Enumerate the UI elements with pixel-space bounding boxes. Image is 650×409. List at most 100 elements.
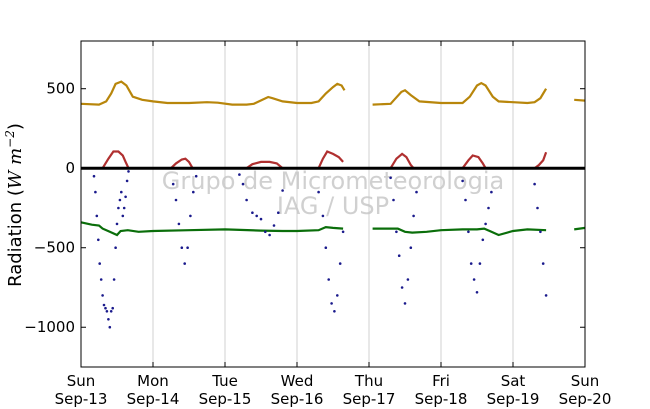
y-tick-label-3: −1000 (24, 318, 75, 336)
series-net_shortwave_scatter-point-0-22 (124, 195, 127, 199)
series-outgoing_longwave-segment-1 (372, 227, 547, 237)
series-net_shortwave_scatter-point-1-15 (475, 291, 479, 294)
series-incoming_longwave (80, 80, 586, 106)
series-net_shortwave_reflected-segment-0 (81, 150, 344, 170)
series-net_shortwave_scatter-point-1-17 (481, 238, 485, 242)
series-net_shortwave_scatter-point-0-34 (238, 173, 241, 176)
x-tick-date-4: Sep-17 (343, 390, 396, 408)
series-net_shortwave_scatter-point-1-4 (400, 286, 404, 289)
series-incoming_longwave-segment-1 (372, 81, 548, 106)
x-tick-day-4: Thu (354, 372, 383, 390)
series-net_shortwave_scatter-point-0-20 (121, 214, 125, 218)
series-net_shortwave_scatter-point-0-18 (118, 198, 122, 202)
series-net_shortwave_scatter-point-0-24 (127, 170, 130, 173)
series-net_shortwave_scatter-point-0-37 (251, 211, 254, 214)
series-net_shortwave_scatter-point-0-32 (192, 190, 195, 194)
series-net_shortwave_scatter-point-0-31 (189, 214, 192, 218)
series-outgoing_longwave-segment-2 (574, 226, 586, 231)
series-net_shortwave_scatter-point-0-1 (94, 190, 97, 194)
series-net_shortwave_scatter-point-0-27 (177, 222, 181, 226)
series-net_shortwave_scatter-point-0-40 (264, 230, 267, 234)
series-net_shortwave_scatter-point-0-23 (125, 179, 129, 183)
series-net_shortwave_scatter-point-0-43 (277, 211, 280, 214)
series-net_shortwave_scatter-point-0-2 (95, 214, 99, 218)
watermark-line-2: IAG / USP (277, 192, 389, 220)
series-net_shortwave_scatter-point-1-11 (464, 198, 467, 202)
y-axis-label-close: ) (5, 123, 26, 130)
series-net_shortwave_scatter-point-1-14 (472, 278, 476, 281)
x-tick-day-2: Tue (211, 372, 238, 390)
series-net_shortwave_scatter-point-1-9 (415, 190, 418, 194)
series-net_shortwave_scatter-point-1-18 (484, 222, 487, 226)
series-net_shortwave_scatter-point-0-8 (104, 306, 107, 310)
x-tick-date-6: Sep-19 (487, 390, 540, 408)
data-series (80, 80, 586, 329)
series-net_shortwave_scatter-point-0-29 (183, 262, 186, 265)
series-net_shortwave_scatter-point-0-46 (321, 214, 325, 218)
y-tick-label-1: 0 (65, 159, 75, 177)
series-net_shortwave_scatter-point-1-23 (539, 230, 542, 234)
watermark-line-1: Grupo de Micrometeorologia (162, 167, 504, 195)
x-tick-day-6: Sat (501, 372, 526, 390)
series-net_shortwave_scatter-point-0-36 (245, 198, 248, 202)
x-tick-date-0: Sep-13 (55, 390, 108, 408)
x-tick-day-0: Sun (67, 372, 96, 390)
series-net_shortwave_scatter-point-1-24 (541, 262, 545, 265)
series-net_shortwave_scatter-point-1-20 (490, 190, 493, 194)
series-net_shortwave_scatter-point-0-5 (99, 278, 103, 281)
series-net_shortwave_scatter-point-0-0 (92, 174, 96, 178)
series-net_shortwave_scatter-point-0-41 (268, 233, 271, 237)
series-net_shortwave_scatter-point-1-0 (389, 176, 392, 180)
y-axis-label-unit: W m (5, 148, 26, 189)
series-net_shortwave_scatter-point-1-3 (397, 254, 401, 257)
series-net_shortwave_scatter-point-1-13 (469, 262, 473, 265)
series-net_shortwave_scatter-point-0-44 (281, 189, 284, 192)
series-net_shortwave_scatter-point-1-16 (478, 262, 482, 265)
series-net_shortwave_reflected-segment-1 (372, 151, 548, 170)
x-tick-date-7: Sep-20 (559, 390, 612, 408)
series-net_shortwave_scatter-point-0-28 (180, 246, 184, 249)
series-net_shortwave_scatter-point-1-5 (403, 302, 407, 305)
x-tick-day-5: Fri (432, 372, 450, 390)
series-net_shortwave_scatter-point-0-52 (338, 262, 342, 265)
series-net_shortwave_scatter-point-0-9 (105, 310, 109, 313)
series-net_shortwave_scatter-point-1-7 (409, 246, 413, 249)
series-net_shortwave_scatter-point-0-33 (194, 174, 198, 178)
series-net_shortwave_scatter (92, 170, 548, 329)
x-tick-date-2: Sep-15 (199, 390, 252, 408)
series-net_shortwave_scatter-point-1-19 (487, 206, 490, 210)
series-outgoing_longwave (80, 221, 586, 237)
y-axis-label-text: Radiation ( (5, 189, 26, 287)
series-net_shortwave_reflected (81, 150, 548, 170)
series-net_shortwave_scatter-point-1-22 (536, 206, 539, 210)
x-tick-date-3: Sep-16 (271, 390, 324, 408)
series-net_shortwave_scatter-point-0-13 (111, 306, 114, 310)
series-net_shortwave_scatter-point-0-15 (114, 246, 117, 249)
y-tick-label-0: 500 (46, 80, 75, 98)
series-net_shortwave_scatter-point-0-48 (327, 278, 331, 281)
series-net_shortwave_scatter-point-0-7 (102, 303, 106, 307)
axes: 5000−500−1000SunSep-13MonSep-14TueSep-15… (24, 41, 611, 408)
y-tick-label-2: −500 (34, 239, 75, 257)
series-net_shortwave_scatter-point-0-53 (341, 230, 345, 234)
series-net_shortwave_scatter-point-0-19 (120, 190, 123, 194)
series-net_shortwave_scatter-point-0-17 (117, 206, 120, 210)
plot-frame (80, 40, 586, 368)
x-tick-day-1: Mon (137, 372, 169, 390)
watermark: Grupo de Micrometeorologia IAG / USP (162, 167, 504, 220)
series-net_shortwave_scatter-point-1-21 (533, 182, 536, 186)
y-axis-label-exp: −2 (3, 130, 17, 148)
series-net_shortwave_scatter-point-1-12 (467, 230, 470, 234)
series-net_shortwave_scatter-point-0-38 (255, 214, 258, 218)
series-net_shortwave_scatter-point-0-26 (174, 198, 178, 202)
series-net_shortwave_scatter-point-0-30 (186, 246, 189, 249)
series-net_shortwave_scatter-point-0-4 (98, 262, 101, 265)
series-net_shortwave_scatter-point-0-25 (171, 182, 175, 186)
series-incoming_longwave-segment-0 (80, 80, 346, 106)
x-tick-day-3: Wed (281, 372, 314, 390)
series-net_shortwave_scatter-point-0-45 (317, 190, 320, 194)
series-net_shortwave_scatter-point-0-12 (109, 310, 113, 313)
series-net_shortwave_scatter-point-1-8 (412, 214, 415, 218)
x-tick-day-7: Sun (571, 372, 600, 390)
